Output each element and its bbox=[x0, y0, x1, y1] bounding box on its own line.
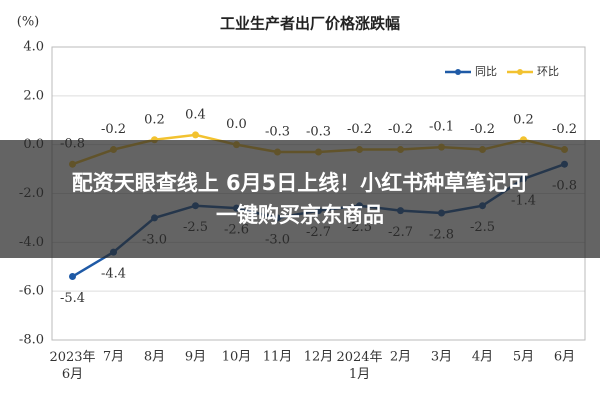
x-tick-label: 7月 bbox=[103, 350, 124, 365]
data-label: -4.4 bbox=[101, 267, 126, 282]
legend-label: 环比 bbox=[537, 65, 559, 78]
x-tick-label: 2月 bbox=[390, 350, 411, 365]
data-label: -0.2 bbox=[552, 122, 577, 137]
y-tick-label: -6.0 bbox=[19, 284, 44, 299]
data-point bbox=[192, 131, 199, 139]
y-tick-label: 2.0 bbox=[23, 88, 44, 103]
x-tick-label: 4月 bbox=[472, 350, 493, 365]
data-label: 0.2 bbox=[144, 112, 165, 127]
data-label: -0.2 bbox=[101, 122, 126, 137]
x-tick-label: 2023年 6月 bbox=[49, 350, 95, 382]
legend-label: 同比 bbox=[475, 65, 497, 78]
data-label: 0.0 bbox=[226, 117, 247, 132]
overlay-banner bbox=[0, 140, 600, 258]
data-label: -0.2 bbox=[470, 122, 495, 137]
data-point bbox=[69, 273, 76, 281]
x-tick-label: 12月 bbox=[304, 350, 334, 365]
y-tick-label: -8.0 bbox=[19, 333, 44, 348]
data-label: -0.2 bbox=[388, 122, 413, 137]
x-tick-label: 2024年 1月 bbox=[336, 350, 382, 382]
y-axis-label: (%) bbox=[17, 15, 40, 30]
data-label: -0.2 bbox=[347, 122, 372, 137]
x-tick-label: 3月 bbox=[431, 350, 452, 365]
data-label: -5.4 bbox=[60, 291, 85, 306]
data-label: -0.3 bbox=[306, 124, 331, 139]
x-tick-label: 9月 bbox=[185, 350, 206, 365]
x-tick-label: 8月 bbox=[144, 350, 165, 365]
x-tick-label: 10月 bbox=[222, 350, 252, 365]
overlay-text: 配资天眼查线上 6月5日上线！小红书种草笔记可一键购买京东商品 bbox=[72, 171, 529, 227]
y-tick-label: 4.0 bbox=[23, 40, 44, 55]
chart-title: 工业生产者出厂价格涨跌幅 bbox=[220, 15, 400, 33]
x-tick-label: 11月 bbox=[263, 350, 293, 365]
data-label: 0.4 bbox=[185, 107, 206, 122]
data-label: 0.2 bbox=[513, 112, 534, 127]
data-label: -0.3 bbox=[265, 124, 290, 139]
data-label: -0.1 bbox=[429, 120, 454, 135]
legend-marker bbox=[455, 69, 461, 75]
legend-marker bbox=[517, 69, 523, 75]
x-tick-label: 5月 bbox=[513, 350, 534, 365]
x-tick-label: 6月 bbox=[554, 350, 575, 365]
